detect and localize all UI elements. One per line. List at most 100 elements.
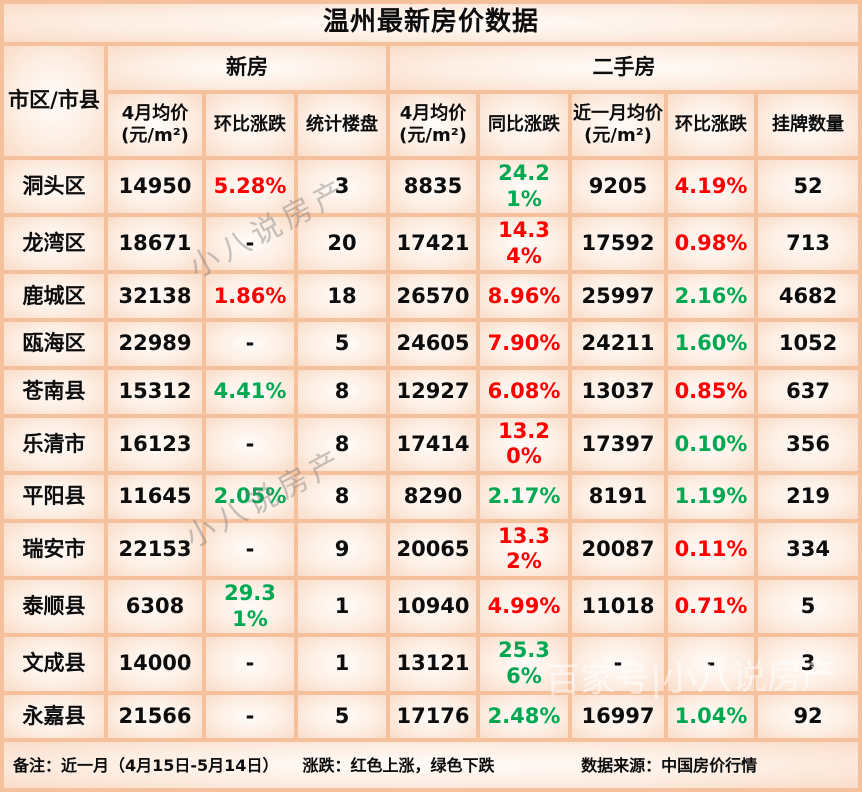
value-cell: 8191 [572, 475, 664, 519]
value-cell: 11018 [572, 580, 664, 634]
value-cell: 12927 [390, 370, 476, 414]
table-row: 鹿城区 32138 1.86% 18 26570 8.96% 25997 2.16% 4682 [4, 274, 859, 319]
value-cell: 4.19% [668, 160, 754, 214]
value-cell: - [206, 417, 294, 472]
value-cell: 14000 [108, 637, 202, 691]
footer-source: 数据来源：中国房价行情 [581, 755, 758, 775]
value-cell: 17421 [390, 217, 476, 271]
value-cell: 8835 [390, 160, 476, 214]
value-cell: 637 [758, 370, 859, 414]
value-cell: 5 [298, 322, 386, 367]
value-cell: 32138 [108, 274, 202, 319]
value-cell: 5 [758, 580, 859, 634]
value-cell: 15312 [108, 370, 202, 414]
value-cell: 0.10% [668, 417, 754, 472]
value-cell: 1.04% [668, 694, 754, 739]
value-cell: 1.86% [206, 274, 294, 319]
table-row: 苍南县 15312 4.41% 8 12927 6.08% 13037 0.85% 637 [4, 370, 859, 414]
table-row: 永嘉县 21566-5 17176 2.48% 16997 1.04% 92 [4, 694, 859, 739]
value-cell: 4.99% [480, 580, 568, 634]
value-cell: 1.19% [668, 475, 754, 519]
value-cell: 4.41% [206, 370, 294, 414]
value-cell: 17414 [390, 417, 476, 472]
value-cell: - [206, 322, 294, 367]
value-cell: 7.90% [480, 322, 568, 367]
column-header-used-mom-change: 环比涨跌 [668, 94, 754, 156]
footer-text: 备注：近一月（4月15日-5月14日） 涨跌：红色上涨，绿色下跌 数据来源：中国… [5, 756, 857, 776]
value-cell: 1 [298, 637, 386, 691]
region-cell: 瓯海区 [4, 322, 104, 367]
footer-bar: 备注：近一月（4月15日-5月14日） 涨跌：红色上涨，绿色下跌 数据来源：中国… [4, 742, 859, 789]
region-cell: 龙湾区 [4, 217, 104, 271]
table-row: 泰顺县 6308 29.31% 1 10940 4.99% 11018 0.71% 5 [4, 580, 859, 634]
value-cell: 0.11% [668, 522, 754, 577]
value-cell: 8 [298, 417, 386, 472]
region-cell: 泰顺县 [4, 580, 104, 634]
region-cell: 苍南县 [4, 370, 104, 414]
value-cell: 24.21% [480, 160, 568, 214]
value-cell: 26570 [390, 274, 476, 319]
value-cell: - [572, 637, 664, 691]
value-cell: 5 [298, 694, 386, 739]
value-cell: 219 [758, 475, 859, 519]
value-cell: 356 [758, 417, 859, 472]
value-cell: 17397 [572, 417, 664, 472]
value-cell: 334 [758, 522, 859, 577]
column-header-used-avg-price: 4月均价(元/m²) [390, 94, 476, 156]
value-cell: 14950 [108, 160, 202, 214]
value-cell: 11645 [108, 475, 202, 519]
table-row: 乐清市 16123-8 17414 13.20% 17397 0.10% 356 [4, 417, 859, 472]
column-header-region: 市区/市县 [4, 46, 104, 156]
value-cell: 92 [758, 694, 859, 739]
value-cell: 1 [298, 580, 386, 634]
footer-legend: 涨跌：红色上涨，绿色下跌 [302, 755, 495, 775]
value-cell: 14.34% [480, 217, 568, 271]
value-cell: 52 [758, 160, 859, 214]
value-cell: 6308 [108, 580, 202, 634]
table-body: 洞头区 14950 5.28% 3 8835 24.21% 9205 4.19% 52 龙湾区 18… [4, 160, 859, 739]
value-cell: 3 [758, 637, 859, 691]
table-row: 瑞安市 22153-9 20065 13.32% 20087 0.11% 334 [4, 522, 859, 577]
value-cell: 713 [758, 217, 859, 271]
table-row: 龙湾区 18671-20 17421 14.34% 17592 0.98% 713 [4, 217, 859, 271]
value-cell: 0.85% [668, 370, 754, 414]
group-header-used-homes: 二手房 [390, 46, 859, 90]
value-cell: - [206, 637, 294, 691]
group-header-new-homes: 新房 [108, 46, 386, 90]
column-header-new-projects: 统计楼盘 [298, 94, 386, 156]
value-cell: 1052 [758, 322, 859, 367]
table-row: 洞头区 14950 5.28% 3 8835 24.21% 9205 4.19% 52 [4, 160, 859, 214]
value-cell: 20 [298, 217, 386, 271]
value-cell: 17176 [390, 694, 476, 739]
value-cell: 2.48% [480, 694, 568, 739]
value-cell: 22989 [108, 322, 202, 367]
value-cell: 8 [298, 475, 386, 519]
value-cell: - [206, 522, 294, 577]
value-cell: - [668, 637, 754, 691]
value-cell: 2.17% [480, 475, 568, 519]
table-row: 平阳县 11645 2.05% 8 8290 2.17% 8191 1.19% 219 [4, 475, 859, 519]
value-cell: 20065 [390, 522, 476, 577]
region-cell: 鹿城区 [4, 274, 104, 319]
page-title: 温州最新房价数据 [4, 4, 859, 42]
value-cell: 2.16% [668, 274, 754, 319]
region-cell: 洞头区 [4, 160, 104, 214]
value-cell: 5.28% [206, 160, 294, 214]
region-cell: 平阳县 [4, 475, 104, 519]
value-cell: 22153 [108, 522, 202, 577]
table-row: 文成县 14000-1 13121 25.36% - -3 [4, 637, 859, 691]
value-cell: 20087 [572, 522, 664, 577]
value-cell: 0.71% [668, 580, 754, 634]
value-cell: 29.31% [206, 580, 294, 634]
value-cell: 24605 [390, 322, 476, 367]
footer-note: 备注：近一月（4月15日-5月14日） [13, 755, 279, 775]
value-cell: 10940 [390, 580, 476, 634]
value-cell: 17592 [572, 217, 664, 271]
value-cell: 16123 [108, 417, 202, 472]
value-cell: - [206, 694, 294, 739]
value-cell: - [206, 217, 294, 271]
region-cell: 乐清市 [4, 417, 104, 472]
column-header-new-avg-price: 4月均价(元/m²) [108, 94, 202, 156]
value-cell: 9205 [572, 160, 664, 214]
